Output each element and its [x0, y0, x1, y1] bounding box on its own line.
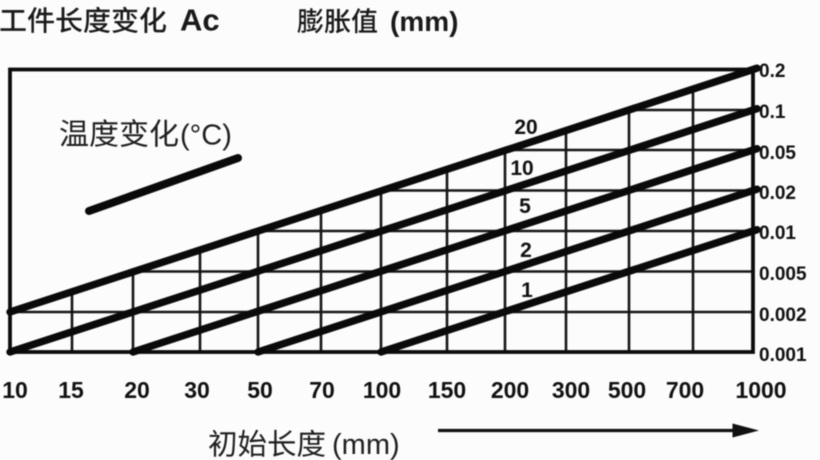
- svg-text:(mm): (mm): [332, 429, 400, 460]
- svg-text:10: 10: [510, 157, 533, 180]
- svg-text:0.001: 0.001: [759, 345, 807, 366]
- svg-text:0.2: 0.2: [759, 61, 785, 82]
- svg-text:(°C): (°C): [180, 120, 232, 152]
- svg-text:70: 70: [309, 377, 335, 403]
- svg-text:30: 30: [184, 377, 210, 403]
- svg-text:Ac: Ac: [180, 3, 220, 38]
- svg-text:0.01: 0.01: [759, 223, 796, 244]
- svg-text:200: 200: [491, 377, 529, 403]
- svg-text:0.1: 0.1: [759, 102, 786, 123]
- svg-text:0.05: 0.05: [759, 143, 796, 164]
- svg-text:20: 20: [514, 116, 537, 139]
- svg-text:15: 15: [58, 377, 84, 403]
- svg-text:150: 150: [428, 377, 466, 403]
- svg-text:20: 20: [124, 377, 150, 403]
- svg-text:0.005: 0.005: [759, 264, 807, 285]
- svg-text:1: 1: [521, 279, 533, 302]
- svg-text:0.02: 0.02: [759, 183, 796, 204]
- svg-text:500: 500: [608, 377, 646, 403]
- svg-text:5: 5: [519, 195, 531, 218]
- svg-text:300: 300: [552, 377, 590, 403]
- svg-text:0.002: 0.002: [759, 305, 807, 326]
- svg-text:1000: 1000: [735, 377, 786, 403]
- svg-text:50: 50: [247, 377, 273, 403]
- svg-text:2: 2: [520, 239, 532, 262]
- svg-text:(mm): (mm): [390, 6, 458, 37]
- svg-text:100: 100: [363, 377, 401, 403]
- svg-text:10: 10: [2, 377, 28, 403]
- svg-text:700: 700: [666, 377, 704, 403]
